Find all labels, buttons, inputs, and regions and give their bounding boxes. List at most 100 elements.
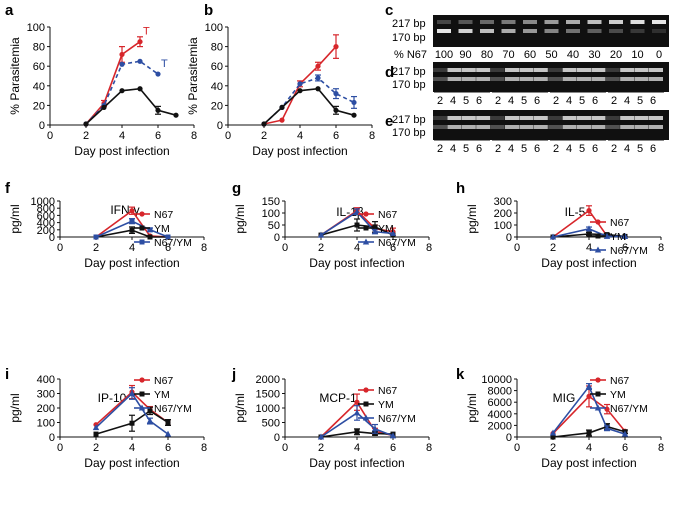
gel-band-170 — [544, 29, 559, 33]
gel-band-170 — [591, 77, 606, 81]
x-tick-label-i: 8 — [201, 442, 207, 454]
gel-band-170 — [587, 29, 602, 33]
y-tick-label-h: 0 — [506, 232, 512, 244]
x-axis-label-b: Day post infection — [252, 144, 347, 158]
x-tick-label-i: 6 — [165, 442, 171, 454]
data-point-a-1 — [119, 61, 125, 67]
y-tick-label-g: 0 — [274, 232, 280, 244]
data-point-h-1 — [586, 231, 592, 237]
gel-band-217 — [533, 116, 548, 120]
gel-c-pct-value: 70 — [502, 49, 514, 61]
y-tick-label-f: 200 — [37, 225, 55, 237]
gel-band-170 — [523, 29, 537, 33]
y-tick-label-a: 80 — [33, 42, 45, 54]
gel-band-170 — [630, 29, 645, 33]
y-tick-label-k: 8000 — [488, 386, 512, 398]
gel-band-170 — [605, 125, 620, 129]
gel-c-label-217: 217 bp — [392, 18, 426, 30]
y-axis-label-g: pg/ml — [233, 204, 247, 233]
x-tick-label-h: 8 — [658, 242, 664, 254]
legend-marker-g — [362, 238, 370, 245]
x-tick-label-g: 6 — [390, 242, 396, 254]
data-point-k-0 — [586, 393, 592, 399]
x-axis-label-i: Day post infection — [84, 456, 179, 470]
data-point-i-2 — [128, 390, 136, 396]
legend-marker-i — [139, 377, 145, 383]
data-point-i-2 — [92, 424, 100, 431]
gel-band-217 — [480, 20, 494, 24]
gel-band-217 — [652, 20, 666, 24]
legend-label-f: YM — [154, 223, 170, 235]
data-point-a-2 — [101, 104, 107, 110]
legend-label-h: YM — [610, 231, 626, 243]
data-point-i-1 — [147, 408, 153, 414]
gel-lane-label: 4 — [566, 143, 572, 155]
panel-letter-d: d — [385, 64, 394, 81]
gel-band-170 — [605, 77, 620, 81]
data-point-k-2 — [585, 383, 593, 390]
gel-c-pct-value: 40 — [567, 49, 579, 61]
data-point-i-1 — [129, 420, 135, 426]
data-point-a-2 — [119, 88, 125, 94]
legend-label-k: YM — [610, 389, 626, 401]
gel-band-217 — [476, 68, 491, 72]
gel-band-170 — [577, 77, 591, 81]
legend-marker-g — [363, 225, 369, 231]
series-line-b-2 — [263, 87, 355, 125]
gel-lane-label: 6 — [476, 95, 482, 107]
gel-band-170 — [634, 125, 649, 129]
x-tick-label-k: 8 — [658, 442, 664, 454]
legend-label-i: N67/YM — [154, 403, 192, 415]
gel-band-170 — [519, 77, 534, 81]
y-tick-label-k: 4000 — [488, 409, 512, 421]
gel-band-170 — [548, 125, 563, 129]
gel-band-170 — [533, 125, 548, 129]
x-tick-label-a: 8 — [191, 130, 197, 142]
gel-band-217 — [605, 116, 620, 120]
x-axis-label-j: Day post infection — [309, 456, 404, 470]
x-tick-label-i: 2 — [93, 442, 99, 454]
gel-band-170 — [437, 29, 451, 33]
gel-band-217 — [505, 116, 519, 120]
chart-title-j: MCP-1 — [319, 391, 357, 405]
legend-marker-j — [363, 401, 369, 407]
data-point-j-1 — [354, 429, 360, 435]
gel-c-pct-value: 50 — [545, 49, 557, 61]
gel-c-bands — [437, 20, 666, 33]
gel-band-217 — [519, 68, 534, 72]
x-tick-label-f: 4 — [129, 242, 135, 254]
data-point-i-1 — [165, 420, 171, 425]
gel-band-170 — [480, 29, 494, 33]
gel-band-170 — [577, 125, 591, 129]
gel-c-pct-prefix: % N67 — [394, 49, 427, 61]
gel-band-170 — [461, 125, 476, 129]
y-tick-label-b: 20 — [211, 100, 223, 112]
y-tick-label-b: 0 — [217, 120, 223, 132]
series-line-a-0 — [85, 41, 141, 125]
legend-label-j: N67/YM — [378, 413, 416, 425]
gel-band-170 — [501, 29, 516, 33]
gel-c-pct-value: 60 — [524, 49, 536, 61]
series-line-h-2 — [552, 228, 625, 238]
panel-letter-b: b — [204, 2, 213, 19]
x-axis-label-a: Day post infection — [74, 144, 169, 158]
gel-band-170 — [433, 125, 447, 129]
legend-marker-k — [595, 391, 601, 397]
y-tick-label-j: 1000 — [256, 403, 280, 415]
legend-marker-i — [139, 391, 145, 397]
x-tick-label-b: 0 — [225, 130, 231, 142]
data-point-a-0 — [137, 39, 143, 45]
legend-marker-j — [363, 387, 369, 393]
series-line-g-2 — [320, 210, 394, 236]
x-tick-label-j: 0 — [282, 442, 288, 454]
gel-d-label-170: 170 bp — [392, 79, 426, 91]
x-tick-label-f: 6 — [165, 242, 171, 254]
y-tick-label-h: 200 — [494, 208, 512, 220]
y-tick-label-i: 300 — [37, 389, 55, 401]
